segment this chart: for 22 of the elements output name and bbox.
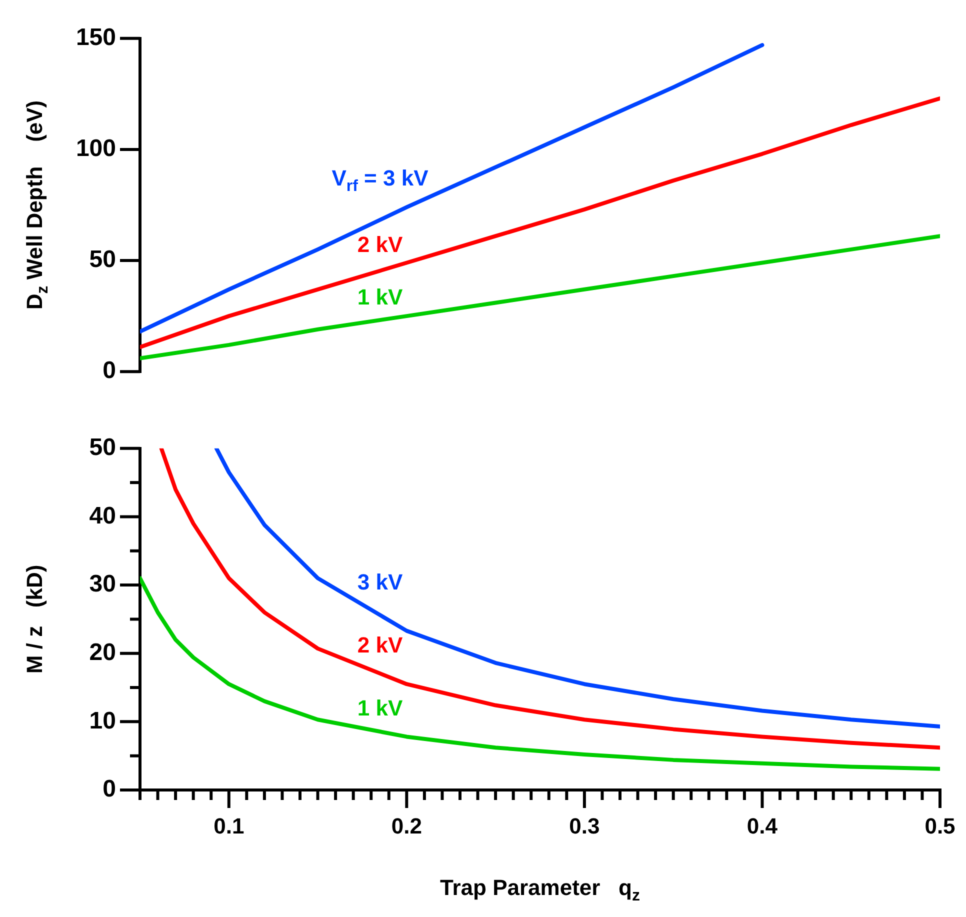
y-tick-label: 30	[89, 570, 116, 598]
x-tick-label: 0.2	[391, 813, 422, 838]
y-tick-label: 40	[89, 502, 116, 530]
x-tick-label: 0.1	[214, 813, 244, 838]
y-tick-label: 50	[89, 434, 116, 462]
y-tick-label: 150	[76, 24, 116, 52]
y-tick-label: 100	[76, 135, 116, 162]
y-axis-title: M / z (kD)	[22, 564, 48, 674]
y-axis-title: Dz Well Depth (eV)	[22, 100, 52, 310]
y-tick-label: 50	[89, 246, 116, 274]
x-tick-label: 0.3	[569, 813, 600, 838]
y-tick-label: 20	[89, 638, 116, 666]
x-tick-label: 0.5	[924, 813, 956, 838]
series-label: 3 kV	[357, 570, 403, 595]
x-tick-label: 0.4	[746, 813, 778, 838]
series-label: 2 kV	[357, 232, 403, 258]
y-tick-label: 0	[102, 357, 116, 384]
series-label: 2 kV	[357, 632, 403, 658]
series-label: 1 kV	[357, 284, 403, 310]
y-tick-label: 10	[89, 707, 116, 734]
series-label: 1 kV	[357, 695, 403, 720]
y-tick-label: 0	[102, 776, 116, 803]
